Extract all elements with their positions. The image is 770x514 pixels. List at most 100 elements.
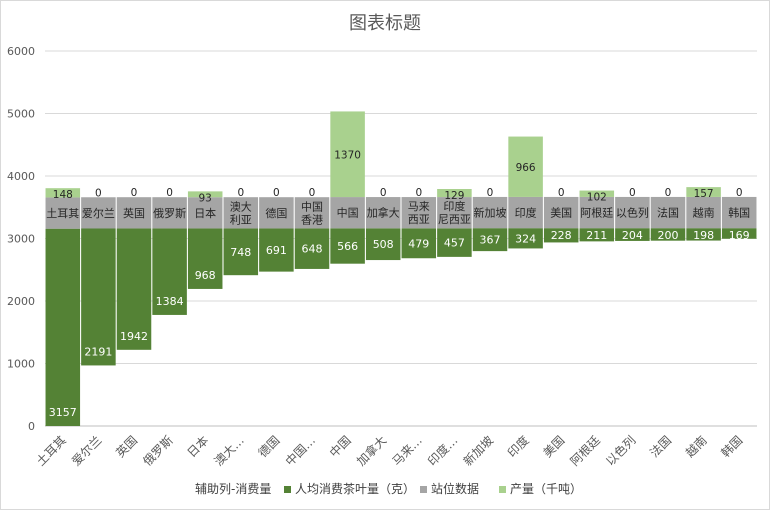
y-tick-label: 5000 (7, 108, 35, 121)
station-label: 英国 (123, 206, 145, 220)
production-bar (437, 189, 472, 198)
consumption-bar (508, 228, 543, 249)
consumption-bar (615, 228, 650, 241)
production-bar (45, 188, 81, 198)
y-tick-label: 3000 (7, 233, 35, 246)
legend-label: 产量（千吨） (510, 482, 582, 496)
legend: 辅助列-消费量 人均消费茶叶量（克） 站位数据 产量（千吨） (195, 481, 582, 496)
consumption-value-label: 324 (515, 232, 536, 245)
station-bar (259, 197, 294, 229)
production-value-label: 0 (487, 187, 494, 199)
consumption-bar (650, 228, 686, 241)
y-axis-ticks: 0 1000 2000 3000 4000 5000 6000 (7, 45, 35, 433)
consumption-bar (579, 228, 615, 242)
station-bar (45, 197, 81, 229)
production-value-label: 1370 (334, 149, 361, 161)
production-value-label: 0 (131, 187, 138, 199)
y-tick-label: 6000 (7, 45, 35, 58)
consumption-bar (45, 228, 81, 426)
consumption-value-label: 748 (230, 246, 251, 259)
station-label: 新加坡 (474, 206, 507, 220)
consumption-value-label: 1384 (156, 295, 184, 308)
production-value-label: 0 (629, 187, 636, 199)
y-tick-label: 4000 (7, 170, 35, 183)
legend-swatch (420, 486, 427, 493)
station-bar (187, 197, 223, 229)
production-bar (330, 111, 365, 198)
production-value-label: 0 (665, 187, 672, 199)
y-tick-label: 2000 (7, 295, 35, 308)
consumption-bar (223, 228, 259, 276)
station-bar (543, 196, 579, 229)
production-value-label: 102 (587, 192, 607, 204)
station-label: 越南 (693, 206, 715, 220)
production-value-label: 93 (199, 192, 212, 204)
production-value-label: 0 (95, 187, 102, 199)
station-label: 俄罗斯 (153, 207, 186, 220)
production-value-label: 0 (237, 187, 244, 199)
consumption-bar (401, 228, 437, 259)
legend-label: 人均消费茶叶量（克） (295, 481, 415, 496)
station-label: 德国 (265, 206, 287, 220)
y-tick-label: 1000 (7, 358, 35, 371)
station-bar (294, 197, 330, 229)
production-value-label: 0 (558, 187, 565, 199)
consumption-value-label: 228 (551, 229, 572, 242)
station-bar (365, 197, 401, 229)
station-label: 印度尼西亚 (438, 199, 471, 226)
production-value-label: 129 (444, 190, 464, 202)
consumption-value-label: 198 (693, 229, 714, 242)
station-bar (686, 196, 721, 229)
chart-title: 图表标题 (349, 13, 421, 34)
consumption-bar (294, 228, 330, 269)
station-bar (508, 196, 543, 229)
production-value-label: 0 (736, 187, 743, 199)
consumption-bar (81, 228, 116, 366)
production-value-label: 157 (694, 188, 714, 200)
station-bar (330, 197, 365, 229)
station-label: 美国 (550, 207, 572, 220)
station-label: 中国香港 (301, 200, 323, 226)
legend-label: 辅助列-消费量 (195, 482, 271, 496)
consumption-value-label: 648 (302, 243, 323, 256)
station-bar (579, 196, 615, 229)
station-label: 阿根廷 (580, 206, 613, 220)
station-bar (437, 197, 472, 229)
consumption-bar (330, 228, 365, 264)
consumption-value-label: 457 (444, 237, 465, 250)
consumption-value-label: 169 (729, 229, 750, 242)
production-value-label: 966 (516, 162, 536, 174)
station-label: 爱尔兰 (82, 207, 115, 220)
station-bar (615, 196, 650, 229)
station-label: 印度 (515, 206, 537, 220)
production-value-label: 0 (415, 187, 422, 199)
production-value-label: 0 (166, 187, 173, 199)
station-bar (721, 196, 757, 229)
consumption-value-label: 3157 (49, 406, 77, 419)
legend-swatch (284, 486, 291, 493)
consumption-bar (365, 228, 401, 261)
y-tick-label: 0 (28, 420, 35, 433)
station-label: 法国 (657, 206, 679, 220)
station-label: 日本 (194, 206, 216, 220)
production-bar (508, 136, 543, 197)
consumption-value-label: 691 (266, 244, 287, 257)
station-bar (152, 197, 187, 229)
production-bar (187, 191, 223, 198)
production-value-label: 0 (273, 187, 280, 199)
station-label: 加拿大 (367, 206, 400, 220)
station-bar (401, 197, 437, 229)
consumption-value-label: 2191 (84, 345, 112, 358)
production-value-label: 0 (380, 187, 387, 199)
station-label: 马来西亚 (408, 200, 430, 226)
consumption-bar (152, 228, 187, 315)
station-bar (650, 196, 686, 229)
consumption-value-label: 367 (480, 234, 501, 247)
station-label: 中国 (337, 207, 359, 220)
production-bar (579, 190, 615, 197)
production-value-label: 148 (53, 189, 73, 201)
consumption-value-label: 968 (195, 269, 216, 282)
consumption-bar (437, 228, 472, 257)
consumption-bar (543, 228, 579, 243)
station-bar (223, 197, 259, 229)
